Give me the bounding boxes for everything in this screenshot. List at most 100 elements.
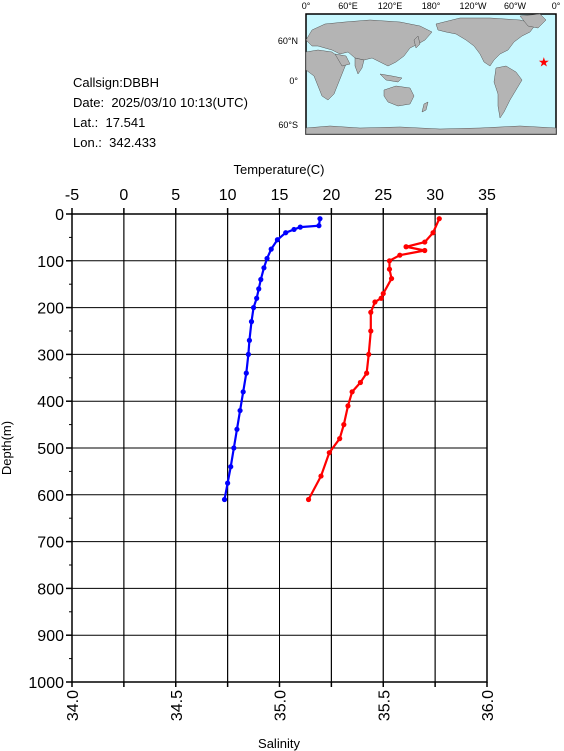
lat-line: Lat.: 17.541 [73, 113, 248, 133]
salinity-point [386, 266, 393, 272]
tick-label-temp: 35 [478, 187, 496, 204]
tick-label-depth: 100 [37, 254, 64, 271]
temperature-point [245, 351, 251, 357]
tick-label-depth: 200 [37, 301, 64, 318]
tick-label-depth: 1000 [28, 675, 64, 692]
land-africa [305, 49, 347, 101]
salinity-point [386, 258, 393, 264]
temperature-point [221, 496, 228, 503]
map-top-labels: 0° 60°E 120°E 180° 120°W 60°W 0° [302, 1, 561, 11]
temperature-point [254, 295, 260, 301]
salinity-point [422, 247, 428, 254]
tick-label-temp: -5 [65, 187, 79, 204]
lat-label: Lat.: [73, 115, 99, 130]
temperature-point [248, 319, 255, 325]
temperature-point [256, 286, 262, 292]
land-north-america [435, 17, 537, 67]
callsign-line: Callsign:DBBH [73, 73, 248, 93]
temperature-point [250, 305, 257, 311]
date-label: Date: [73, 95, 105, 110]
world-map: 0° 60°E 120°E 180° 120°W 60°W 0° 60°N 0°… [278, 1, 561, 135]
land-nz [421, 101, 429, 113]
salinity-point [357, 379, 364, 386]
tick-label-sal: 35.0 [273, 690, 290, 721]
tick-label-sal: 36.0 [480, 690, 497, 721]
lon-line: Lon.: 342.433 [73, 133, 248, 153]
land-eurasia [305, 19, 433, 67]
map-label-eq: 0° [289, 76, 298, 86]
temperature-point [261, 265, 267, 271]
salinity-point [341, 422, 347, 428]
land-arabia [334, 53, 351, 67]
land-india [354, 57, 365, 75]
land-south-america [493, 65, 523, 119]
tick-label-temp: 25 [374, 187, 392, 204]
salinity-point [403, 244, 409, 250]
land-indonesia [379, 73, 403, 83]
land-australia [383, 85, 415, 107]
salinity-point [368, 309, 374, 315]
date-value: 2025/03/10 10:13(UTC) [111, 95, 248, 110]
map-label-360: 0° [552, 1, 561, 11]
station-info: Callsign:DBBH Date: 2025/03/10 10:13(UTC… [73, 73, 248, 153]
salinity-point [397, 252, 403, 258]
temperature-point [283, 230, 289, 236]
tick-label-depth: 0 [55, 207, 64, 224]
salinity-point [380, 290, 386, 297]
tick-label-depth: 900 [37, 628, 64, 645]
salinity-point [326, 450, 332, 456]
salinity-point [368, 328, 374, 334]
temperature-point [234, 426, 240, 432]
tick-label-temp: 5 [171, 187, 180, 204]
tick-label-depth: 400 [37, 394, 64, 411]
temperature-point [297, 224, 303, 230]
salinity-point [372, 299, 378, 305]
tick-label-temp: 30 [426, 187, 444, 204]
map-label-0: 0° [302, 1, 311, 11]
temperature-point [258, 276, 264, 283]
tick-label-sal: 34.0 [65, 690, 82, 721]
temperature-point [228, 464, 234, 470]
map-land [305, 13, 557, 135]
tick-label-depth: 600 [37, 488, 64, 505]
top-axis-label: Temperature(C) [233, 162, 324, 177]
temperature-point [264, 255, 270, 262]
map-label-120w: 120°W [459, 1, 487, 11]
salinity-point [345, 403, 351, 409]
salinity-point [430, 230, 436, 236]
tick-label-temp: 15 [271, 187, 289, 204]
temperature-point [246, 337, 253, 343]
lon-label: Lon.: [73, 135, 102, 150]
lon-value: 342.433 [109, 135, 157, 150]
map-label-180: 180° [422, 1, 441, 11]
temperature-point [237, 407, 243, 414]
lat-value: 17.541 [105, 115, 146, 130]
tick-label-sal: 34.5 [169, 690, 186, 721]
salinity-point [436, 216, 442, 222]
salinity-point [349, 389, 355, 395]
temperature-point [268, 246, 274, 252]
map-label-60w: 60°W [504, 1, 527, 11]
bottom-axis-label: Salinity [258, 736, 300, 751]
tick-label-temp: 20 [322, 187, 340, 204]
salinity-point [305, 496, 312, 503]
tick-label-depth: 700 [37, 535, 64, 552]
map-label-120e: 120°E [378, 1, 403, 11]
tick-label-temp: 0 [119, 187, 128, 204]
y-axis-label: Depth(m) [0, 421, 14, 475]
temperature-point [316, 223, 322, 229]
station-marker-star: ★ [538, 54, 550, 69]
salinity-point [337, 436, 343, 442]
tick-label-temp: 10 [219, 187, 237, 204]
temperature-point [225, 480, 231, 486]
salinity-point [388, 275, 395, 282]
salinity-point [378, 295, 384, 301]
tick-label-depth: 800 [37, 581, 64, 598]
tick-label-depth: 500 [37, 441, 64, 458]
land-japan [413, 35, 421, 49]
callsign-label: Callsign: [73, 75, 123, 90]
temperature-point [243, 370, 249, 376]
date-line: Date: 2025/03/10 10:13(UTC) [73, 93, 248, 113]
chart-series [221, 216, 442, 503]
